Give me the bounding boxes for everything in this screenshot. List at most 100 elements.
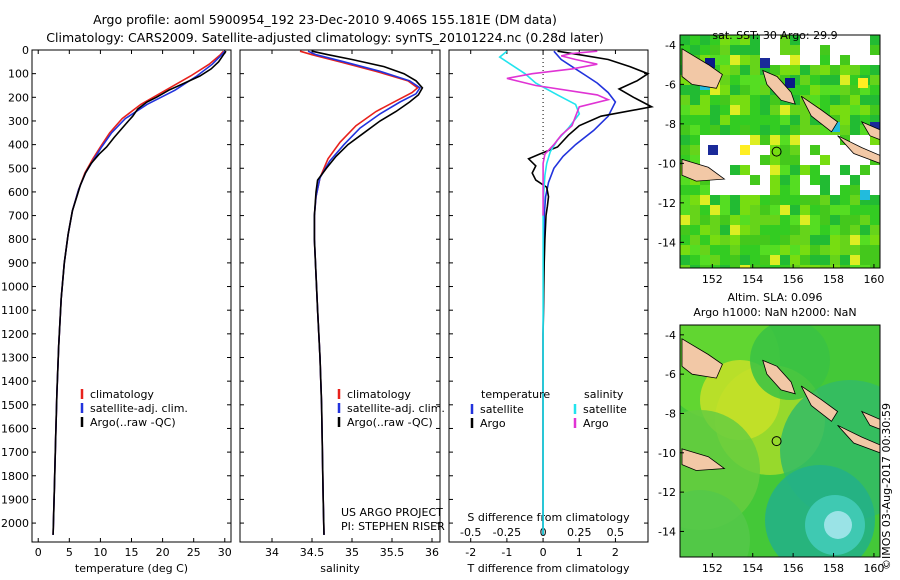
y-tick-label: 1600 [1,422,29,435]
sst-cell [840,165,850,175]
x-tick-label: 20 [156,546,170,559]
sst-cell [760,165,770,175]
sst-cell [860,245,870,255]
sst-cell [740,205,750,215]
sst-cell [720,155,730,165]
land-mass [800,95,839,133]
sst-cell [750,265,760,268]
x-tick-label: 34 [265,546,279,559]
sst-cell [860,125,870,135]
sst-cell [720,215,730,225]
sst-cell [830,85,840,95]
sst-cell [870,235,880,245]
sst-cell [800,55,810,65]
difference-panel: -2 -1 0 1 2 T difference from climatology S di… [448,49,655,575]
sst-cell [750,65,760,75]
sst-cell [770,145,780,155]
sst-cell [770,135,780,145]
sst-cell [700,115,710,125]
sst-cell [730,195,740,205]
sst-cell [680,265,690,268]
lat-tick-label: -6 [665,368,676,381]
sst-cell [840,235,850,245]
sst-cell [680,35,690,45]
legend-label: Argo(..raw -QC) [347,416,433,429]
x-tick-label: -1 [501,546,512,559]
sst-cell [710,45,720,55]
land-mass [837,424,880,454]
float-location-marker [771,436,782,447]
sla-map-title-line1: Altim. SLA: 0.096 [727,291,823,304]
sst-cell [730,105,740,115]
sst-cell [870,145,880,155]
sst-cell [790,125,800,135]
sst-cell [800,175,810,185]
sst-cell [820,225,830,235]
sst-cell [680,75,690,85]
y-tick-label: 1500 [1,399,29,412]
lon-tick-label: 158 [823,273,844,286]
sst-cell [760,45,770,55]
map-frame [679,324,881,558]
sst-cell [800,215,810,225]
series-line-argo-raw-qc- [52,50,227,535]
sst-cell [680,245,690,255]
sst-cell [850,105,860,115]
sst-cell [750,165,760,175]
sst-cell [780,215,790,225]
sst-cell [760,135,770,145]
top-tick-label: 0.25 [567,526,592,539]
plot-title-line2: Climatology: CARS2009. Satellite-adjuste… [46,30,604,45]
sst-cell [840,55,850,65]
sst-cell [740,215,750,225]
sst-cell [780,245,790,255]
sst-cell [850,155,860,165]
sst-cell [840,155,850,165]
sst-cell [820,255,830,265]
sst-cell [800,45,810,55]
sst-anomaly-cell [760,58,770,68]
sst-cell [780,65,790,75]
sst-cell [800,155,810,165]
sst-cell [820,45,830,55]
sst-cell [770,95,780,105]
sst-cell [750,135,760,145]
y-tick-label: 200 [8,91,29,104]
sst-cell [820,165,830,175]
sst-cell [790,105,800,115]
sst-cell [810,255,820,265]
sst-cell [800,75,810,85]
sst-cell [760,95,770,105]
sst-cell [870,95,880,105]
sst-cell [820,85,830,95]
legend-label: satellite-adj. clim. [347,402,445,415]
y-tick-label: 500 [8,162,29,175]
sst-cell [860,65,870,75]
x-tick-label: 5 [66,546,73,559]
sst-cell [770,105,780,115]
sst-cell [810,245,820,255]
sst-cell [770,215,780,225]
sst-cell [750,175,760,185]
lat-tick-label: -8 [665,118,676,131]
sst-cell [800,65,810,75]
sst-cell [690,225,700,235]
sst-cell [730,215,740,225]
sst-cell [850,85,860,95]
sst-cell [790,215,800,225]
sst-anomaly-cell [740,145,750,155]
x-axis-label: temperature (deg C) [75,562,188,575]
y-tick-label: 1400 [1,375,29,388]
sst-cell [780,115,790,125]
sst-cell [790,165,800,175]
sst-cell [770,235,780,245]
sst-cell [830,45,840,55]
land-mass [762,69,796,105]
sst-cell [770,185,780,195]
temperature-panel: 0 5 10 15 20 25 300100200300400500600700800900… [1,44,232,575]
legend-label: satellite [583,403,627,416]
sst-cell [720,165,730,175]
sst-cell [830,235,840,245]
lon-tick-label: 160 [863,562,884,575]
sst-cell [730,255,740,265]
